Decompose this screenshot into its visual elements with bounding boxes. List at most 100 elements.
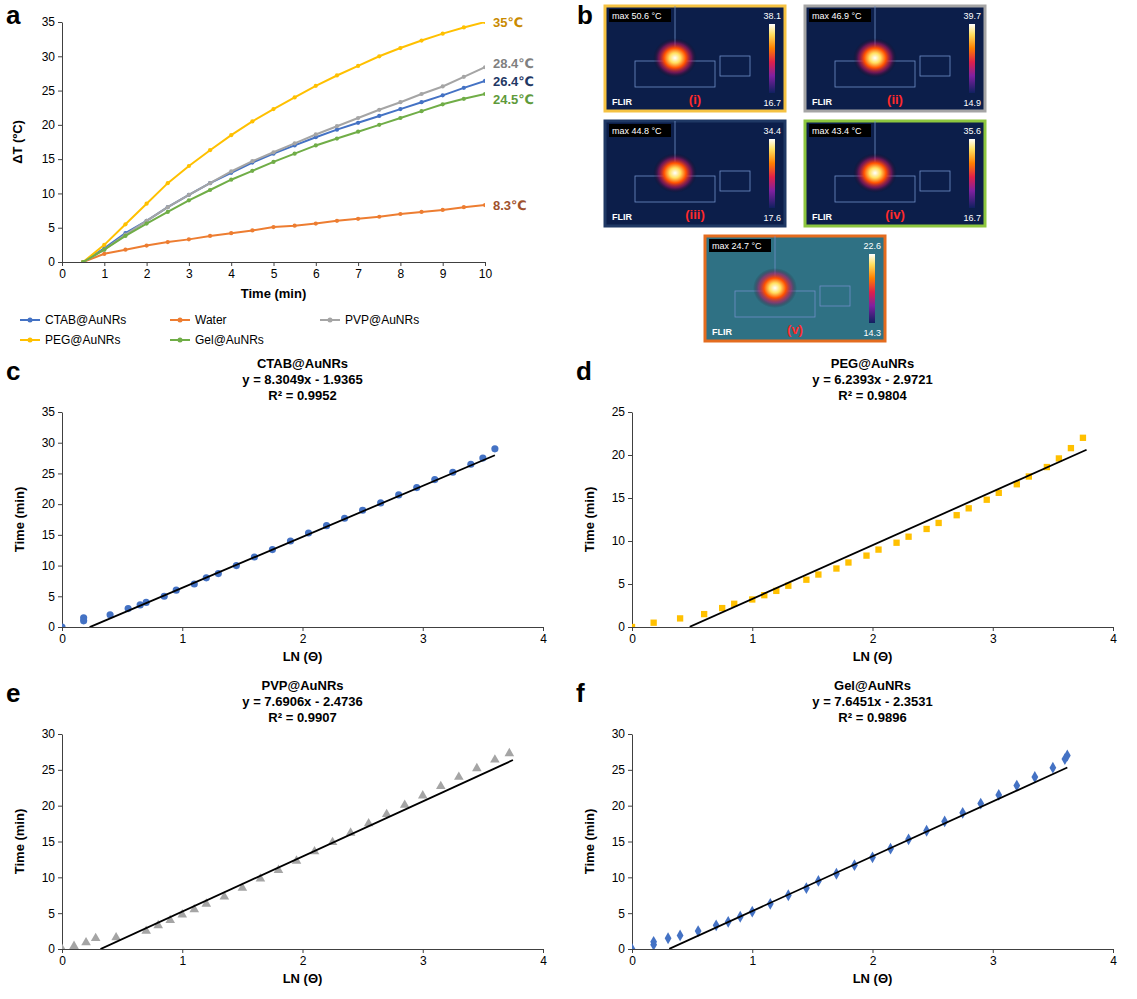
point (356, 64, 360, 68)
point (335, 124, 339, 128)
tick-label: 25 (42, 467, 56, 481)
chart-title: R² = 0.9952 (268, 388, 336, 403)
tick-label: 7 (355, 267, 362, 281)
point (954, 512, 960, 518)
tick-mark (1113, 627, 1114, 631)
point (436, 781, 446, 789)
apparatus (920, 56, 950, 76)
axis: 01234 (629, 949, 1117, 968)
tick-mark (58, 262, 62, 263)
tick-label: 2 (300, 632, 307, 646)
point (875, 546, 881, 552)
scale-min: 17.6 (763, 213, 781, 223)
tick: 35 (42, 15, 62, 29)
tick-label: 15 (612, 491, 626, 505)
brand: FLIR (612, 212, 632, 222)
tick-mark (628, 842, 632, 843)
fit-line (690, 450, 1087, 627)
legend-label: Gel@AuNRs (195, 333, 264, 347)
tick-mark (1113, 949, 1114, 953)
brand: FLIR (612, 97, 632, 107)
point (491, 445, 498, 452)
panel-letter: f (576, 678, 585, 708)
axis: 01234 (629, 627, 1117, 646)
point (935, 520, 941, 526)
tick-mark (58, 159, 62, 160)
y-axis-title: Time (min) (582, 809, 597, 875)
axis: 012345678910 (59, 262, 492, 281)
legend-label: Water (195, 313, 227, 327)
tick-mark (423, 949, 424, 953)
tick: 1 (101, 262, 108, 281)
max-temperature: max 50.6 °C (612, 11, 662, 21)
image-ground (605, 121, 785, 226)
point (271, 150, 275, 154)
scale-max: 39.7 (963, 11, 981, 21)
point (377, 54, 381, 58)
legend-item: Gel@AuNRs (170, 333, 264, 347)
point (166, 181, 170, 185)
tick-label: 35 (42, 405, 56, 419)
tick-label: 0 (629, 632, 636, 646)
tick: 0 (48, 255, 62, 269)
point (250, 159, 254, 163)
plot: 01234051015202530Gel@AuNRsy = 7.6451x - … (582, 678, 1117, 986)
point (335, 219, 339, 223)
scale-max: 35.6 (963, 126, 981, 136)
tick-label: 5 (618, 907, 625, 921)
tick: 0 (48, 620, 62, 634)
point (483, 203, 485, 207)
tick: 5 (618, 907, 632, 921)
point (102, 243, 106, 247)
point (441, 84, 445, 88)
tick-label: 3 (420, 632, 427, 646)
tick-label: 6 (313, 267, 320, 281)
tick-mark (628, 949, 632, 950)
point (123, 234, 127, 238)
tick-mark (543, 627, 544, 631)
x-axis-title: LN (Θ) (283, 649, 323, 664)
tick-label: 1 (179, 954, 186, 968)
tick-mark (104, 262, 105, 266)
point (462, 205, 466, 209)
tick-label: 1 (101, 267, 108, 281)
tick-label: 15 (612, 835, 626, 849)
tick-label: 8 (398, 267, 405, 281)
max-box (809, 9, 871, 22)
max-temperature: max 43.4 °C (812, 126, 862, 136)
point (356, 217, 360, 221)
tick: 4 (540, 949, 547, 968)
chart-title: R² = 0.9907 (268, 710, 336, 725)
point (398, 46, 402, 50)
fit-line (90, 455, 495, 627)
scale-min: 16.7 (963, 213, 981, 223)
tick-mark (628, 770, 632, 771)
tick-mark (58, 949, 62, 950)
tick: 6 (313, 262, 320, 281)
series-layer (62, 748, 514, 949)
point (490, 754, 500, 762)
panel-letter: e (6, 678, 20, 708)
tick: 5 (48, 221, 62, 235)
tick-label: 10 (612, 534, 626, 548)
point (62, 623, 66, 627)
tick: 1 (749, 627, 756, 646)
point (111, 932, 121, 940)
legend-label: PVP@AuNRs (345, 313, 419, 327)
tick: 4 (540, 627, 547, 646)
series-line (83, 81, 485, 262)
tick-mark (58, 627, 62, 628)
point (187, 193, 191, 197)
tick-mark (628, 584, 632, 585)
tick-label: 20 (612, 799, 626, 813)
tick-label: 0 (48, 255, 55, 269)
tick: 4 (1110, 627, 1117, 646)
point (314, 84, 318, 88)
tick-mark (62, 627, 63, 631)
tick-mark (147, 262, 148, 266)
tick: 30 (42, 727, 62, 741)
point (314, 221, 318, 225)
plot: 0123405101520253035CTAB@AuNRsy = 8.3049x… (12, 356, 547, 664)
tick: 30 (42, 436, 62, 450)
fit-line (100, 760, 512, 949)
